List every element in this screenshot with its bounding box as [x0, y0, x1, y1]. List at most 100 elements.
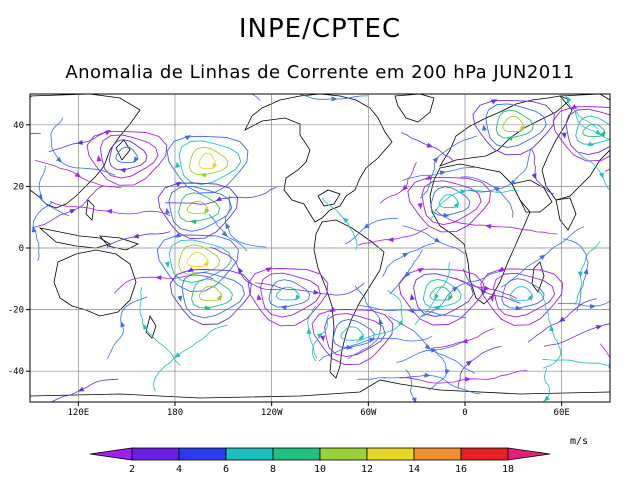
- colorbar-segment: [89, 447, 133, 461]
- streamline-arrowhead: [346, 344, 353, 350]
- streamline-arrowhead: [432, 156, 439, 163]
- streamline-arrowhead: [595, 324, 603, 330]
- streamline-arrowhead: [142, 323, 148, 331]
- gyre-streamline: [178, 244, 221, 275]
- streamline-arrowhead: [316, 332, 324, 339]
- gyre-streamline: [169, 269, 252, 325]
- colorbar-segment: [272, 447, 321, 461]
- gyre-streamline: [480, 268, 564, 326]
- streamline-arrowhead: [600, 130, 606, 137]
- gyre-streamline: [340, 326, 364, 341]
- gyre-streamline: [186, 252, 209, 268]
- gyre-streamline: [407, 176, 491, 233]
- streamline-arrowhead: [417, 267, 424, 274]
- streamline-arrowhead: [329, 307, 336, 313]
- colorbar-label: 12: [361, 464, 373, 475]
- streamline-arrowhead: [331, 96, 338, 102]
- streamline-arrowhead: [506, 136, 513, 141]
- gyre-streamline: [324, 313, 386, 358]
- gyre-streamline: [157, 182, 239, 240]
- coastline-arabia: [511, 179, 553, 213]
- colorbar-label: 4: [176, 464, 182, 475]
- streamline-arrowhead: [407, 308, 415, 314]
- streamline-arrowhead: [387, 237, 394, 243]
- background-streamline: [542, 358, 610, 367]
- gyre-streamline: [198, 285, 223, 302]
- gyre-streamline: [502, 115, 525, 133]
- streamline-arrowhead: [175, 181, 182, 187]
- streamline-arrowhead: [434, 237, 441, 243]
- colorbar: 2 4 6 8 10 12 14 16 18: [89, 447, 551, 475]
- streamline-arrowhead: [561, 132, 567, 139]
- streamline-arrowhead: [426, 142, 434, 148]
- streamline-arrowhead: [120, 321, 126, 328]
- background-streamline: [50, 117, 116, 176]
- streamline-arrowhead: [200, 172, 207, 178]
- gyre-streamline: [268, 279, 311, 308]
- colorbar-segment: [319, 447, 368, 461]
- gyre-streamline: [413, 273, 474, 317]
- gyre-streamline: [178, 140, 242, 185]
- streamline-arrowhead: [96, 155, 102, 162]
- longitude-axis: 120E 180 120W 60W 0 60E: [67, 402, 570, 418]
- streamline-arrowhead: [215, 196, 222, 202]
- background-streamline: [414, 262, 450, 325]
- streamline-arrowhead: [203, 260, 209, 267]
- background-streamline: [399, 370, 528, 384]
- streamline-arrowhead: [132, 233, 140, 239]
- background-streamline: [357, 374, 481, 395]
- lon-tick-label: 60W: [360, 408, 377, 418]
- background-streamline: [389, 249, 423, 295]
- gyre-streamline: [422, 278, 462, 308]
- streamline-arrowhead: [439, 170, 447, 176]
- gyre-streamline: [582, 123, 606, 137]
- streamline-arrowhead: [465, 376, 472, 382]
- gyre-streamline: [198, 152, 216, 170]
- streamline-arrowhead: [549, 324, 555, 332]
- streamline-arrowhead: [402, 252, 409, 258]
- streamline-arrowhead: [411, 397, 417, 402]
- streamline-arrowhead: [76, 139, 83, 145]
- background-streamline: [419, 135, 477, 199]
- background-streamline: [460, 176, 514, 218]
- streamline-arrowhead: [0, 100, 2, 105]
- background-streamline: [379, 162, 417, 204]
- streamline-arrowhead: [570, 104, 578, 110]
- background-streamline: [311, 314, 330, 362]
- lon-tick-label: 120W: [261, 408, 283, 418]
- graticule: [30, 94, 610, 402]
- streamline-arrowhead: [217, 68, 223, 73]
- gyre-streamline: [501, 278, 545, 309]
- background-streamline: [251, 94, 261, 101]
- gyre-streamline: [421, 180, 482, 226]
- coastline-madagascar: [531, 261, 545, 293]
- streamline-arrowhead: [599, 172, 604, 179]
- streamline-arrowhead: [583, 268, 589, 275]
- streamline-arrowhead: [577, 271, 583, 278]
- coastline-antarctica: [30, 379, 610, 399]
- lon-tick-label: 60E: [554, 408, 570, 418]
- streamline-arrowhead: [443, 212, 450, 218]
- streamline-arrowhead: [204, 305, 211, 311]
- streamline-arrowhead: [489, 295, 495, 302]
- streamline-arrowhead: [191, 271, 199, 277]
- streamline-arrowhead: [165, 207, 171, 215]
- gyre-streamline: [438, 194, 459, 209]
- streamline-arrowhead: [31, 226, 37, 233]
- background-streamline: [255, 282, 365, 296]
- coastline-indonesia: [38, 227, 111, 249]
- streamline-arrowhead: [74, 172, 82, 178]
- streamline-arrowhead: [539, 254, 546, 261]
- colorbar-segment: [507, 447, 551, 461]
- lat-tick-label: 0: [19, 244, 24, 254]
- gyre-streamline: [115, 146, 138, 163]
- streamline-arrowhead: [363, 223, 370, 229]
- coastline-australia: [53, 249, 137, 317]
- colorbar-label: 2: [129, 464, 135, 475]
- lon-tick-label: 120E: [67, 408, 89, 418]
- streamline-arrowhead: [451, 286, 459, 292]
- gyre-streamline: [108, 139, 148, 171]
- streamline-arrowhead: [404, 271, 411, 278]
- streamline-arrowhead: [445, 368, 450, 376]
- colorbar-units: m/s: [570, 436, 588, 447]
